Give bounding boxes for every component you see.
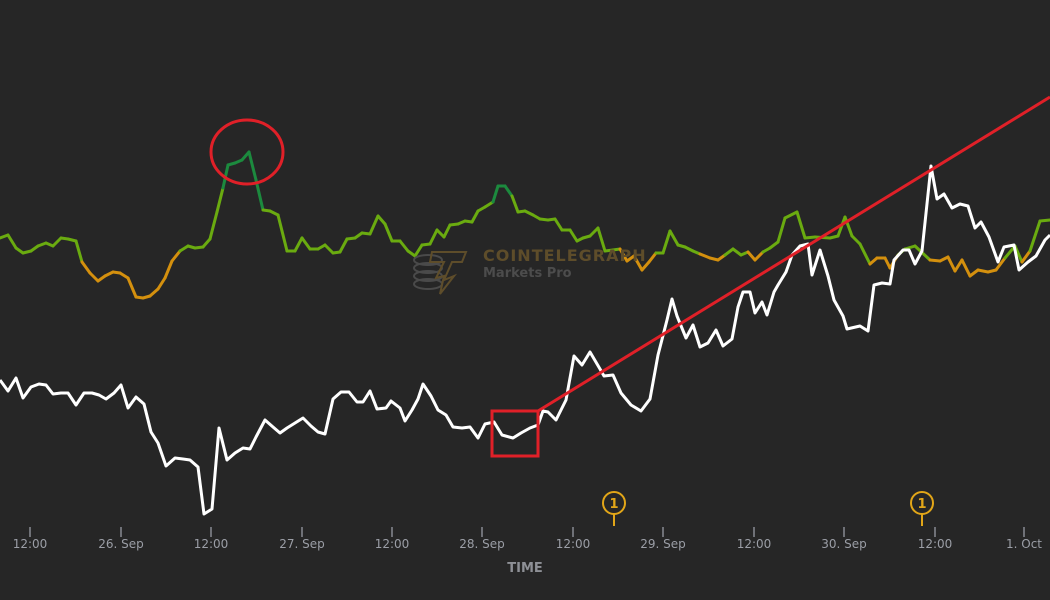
x-tick-label: 12:00 [193, 537, 229, 551]
x-tick-label: 12:00 [12, 537, 48, 551]
event-flag-icon[interactable]: 1 [602, 491, 626, 526]
svg-text:1: 1 [609, 497, 618, 512]
x-axis-ticks [29, 527, 1025, 537]
watermark-subtitle: Markets Pro [483, 266, 572, 281]
x-tick-label: 28. Sep [459, 537, 505, 551]
event-flag-icon[interactable]: 1 [910, 491, 934, 526]
watermark: COINTELEGRAPH Markets Pro [410, 246, 670, 296]
x-tick-label: 26. Sep [98, 537, 144, 551]
x-tick-label: 27. Sep [279, 537, 325, 551]
watermark-title: COINTELEGRAPH [483, 246, 647, 265]
x-tick-label: 12:00 [555, 537, 591, 551]
svg-text:1: 1 [917, 497, 926, 512]
price-line [0, 164, 1050, 516]
cointelegraph-logo-icon [413, 251, 468, 295]
x-tick-label: 30. Sep [821, 537, 867, 551]
x-tick-label: 29. Sep [640, 537, 686, 551]
x-axis-title: TIME [507, 561, 543, 576]
x-tick-label: 1. Oct [1005, 537, 1043, 551]
peak-circle-annotation [209, 118, 285, 186]
x-tick-label: 12:00 [736, 537, 772, 551]
bottom-box-annotation [490, 409, 540, 458]
trendline-annotation [537, 95, 1050, 413]
x-tick-label: 12:00 [917, 537, 953, 551]
x-tick-label: 12:00 [374, 537, 410, 551]
